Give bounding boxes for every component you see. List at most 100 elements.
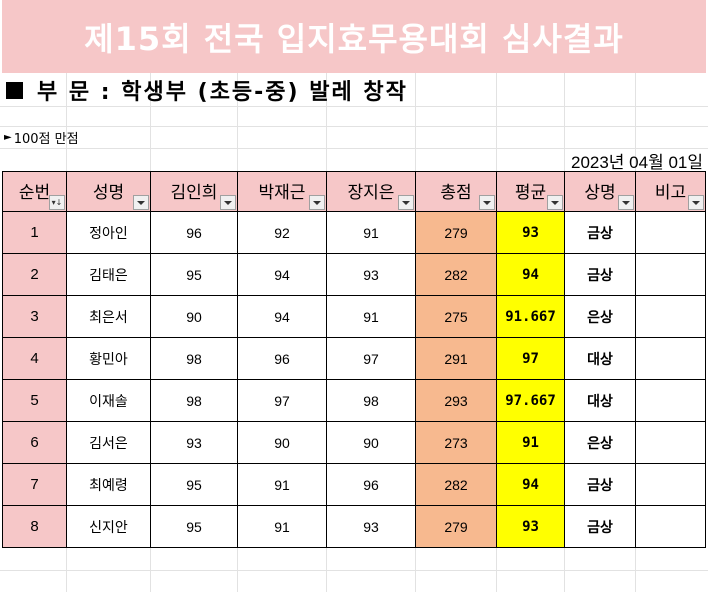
cell-judge2-score[interactable]: 94 xyxy=(237,253,327,296)
date-label: 2023년 04월 01일 xyxy=(570,153,703,172)
cell-award[interactable]: 금상 xyxy=(564,463,636,506)
section-label: 부 문 : 학생부 (초등-중) 발레 창작 xyxy=(37,80,408,105)
note-text: 100점 만점 xyxy=(13,132,79,147)
cell-total[interactable]: 291 xyxy=(415,337,497,380)
cell-seq[interactable]: 4 xyxy=(2,337,67,380)
cell-judge2-score[interactable]: 94 xyxy=(237,295,327,338)
cell-judge1-score[interactable]: 90 xyxy=(150,295,238,338)
cell-seq[interactable]: 8 xyxy=(2,505,67,548)
cell-name[interactable]: 신지안 xyxy=(66,505,151,548)
cell-seq[interactable]: 2 xyxy=(2,253,67,296)
filter-dropdown-icon[interactable] xyxy=(220,195,236,210)
square-bullet-icon xyxy=(6,81,23,99)
cell-average[interactable]: 93 xyxy=(496,505,565,548)
cell-average[interactable]: 94 xyxy=(496,463,565,506)
cell-name[interactable]: 최은서 xyxy=(66,295,151,338)
cell-name[interactable]: 김서은 xyxy=(66,421,151,464)
cell-judge3-score[interactable]: 91 xyxy=(326,211,416,254)
results-table: 순번 ▾↓ 성명 김인희 박재근 장지은 총점 xyxy=(2,171,706,548)
cell-average[interactable]: 91 xyxy=(496,421,565,464)
cell-judge2-score[interactable]: 92 xyxy=(237,211,327,254)
cell-award[interactable]: 금상 xyxy=(564,253,636,296)
cell-total[interactable]: 282 xyxy=(415,253,497,296)
table-row: 8 신지안 95 91 93 279 93 금상 xyxy=(2,505,706,548)
cell-judge2-score[interactable]: 91 xyxy=(237,505,327,548)
column-header-total: 총점 xyxy=(415,171,497,212)
cell-remarks[interactable] xyxy=(635,337,706,380)
cell-remarks[interactable] xyxy=(635,253,706,296)
cell-judge3-score[interactable]: 93 xyxy=(326,253,416,296)
cell-remarks[interactable] xyxy=(635,295,706,338)
filter-dropdown-icon[interactable] xyxy=(688,195,704,210)
cell-name[interactable]: 김태은 xyxy=(66,253,151,296)
header-row: 순번 ▾↓ 성명 김인희 박재근 장지은 총점 xyxy=(2,171,706,212)
table-row: 1 정아인 96 92 91 279 93 금상 xyxy=(2,211,706,254)
section-heading: 부 문 : 학생부 (초등-중) 발레 창작 xyxy=(6,74,408,106)
cell-judge2-score[interactable]: 90 xyxy=(237,421,327,464)
cell-average[interactable]: 91.667 xyxy=(496,295,565,338)
cell-seq[interactable]: 5 xyxy=(2,379,67,422)
cell-name[interactable]: 정아인 xyxy=(66,211,151,254)
cell-seq[interactable]: 1 xyxy=(2,211,67,254)
cell-name[interactable]: 이재솔 xyxy=(66,379,151,422)
cell-award[interactable]: 은상 xyxy=(564,421,636,464)
cell-average[interactable]: 97.667 xyxy=(496,379,565,422)
cell-judge1-score[interactable]: 95 xyxy=(150,253,238,296)
cell-total[interactable]: 273 xyxy=(415,421,497,464)
cell-seq[interactable]: 6 xyxy=(2,421,67,464)
column-header-judge1: 김인희 xyxy=(150,171,238,212)
cell-remarks[interactable] xyxy=(635,211,706,254)
cell-name[interactable]: 황민아 xyxy=(66,337,151,380)
cell-judge3-score[interactable]: 97 xyxy=(326,337,416,380)
column-header-name: 성명 xyxy=(66,171,151,212)
cell-judge3-score[interactable]: 91 xyxy=(326,295,416,338)
cell-judge3-score[interactable]: 96 xyxy=(326,463,416,506)
filter-dropdown-icon[interactable] xyxy=(309,195,325,210)
cell-remarks[interactable] xyxy=(635,505,706,548)
cell-remarks[interactable] xyxy=(635,421,706,464)
cell-judge1-score[interactable]: 93 xyxy=(150,421,238,464)
filter-dropdown-icon[interactable] xyxy=(398,195,414,210)
table-row: 6 김서은 93 90 90 273 91 은상 xyxy=(2,421,706,464)
score-note: ► 100점 만점 xyxy=(4,128,79,147)
cell-seq[interactable]: 3 xyxy=(2,295,67,338)
filter-dropdown-icon[interactable] xyxy=(133,195,149,210)
cell-award[interactable]: 금상 xyxy=(564,505,636,548)
cell-judge1-score[interactable]: 98 xyxy=(150,379,238,422)
cell-judge2-score[interactable]: 97 xyxy=(237,379,327,422)
cell-average[interactable]: 97 xyxy=(496,337,565,380)
cell-judge3-score[interactable]: 90 xyxy=(326,421,416,464)
cell-award[interactable]: 대상 xyxy=(564,379,636,422)
table-row: 3 최은서 90 94 91 275 91.667 은상 xyxy=(2,295,706,338)
cell-judge1-score[interactable]: 96 xyxy=(150,211,238,254)
filter-dropdown-icon[interactable] xyxy=(547,195,563,210)
cell-judge3-score[interactable]: 98 xyxy=(326,379,416,422)
cell-award[interactable]: 대상 xyxy=(564,337,636,380)
column-header-award: 상명 xyxy=(564,171,636,212)
cell-total[interactable]: 293 xyxy=(415,379,497,422)
cell-remarks[interactable] xyxy=(635,379,706,422)
cell-judge1-score[interactable]: 98 xyxy=(150,337,238,380)
cell-remarks[interactable] xyxy=(635,463,706,506)
cell-average[interactable]: 94 xyxy=(496,253,565,296)
cell-average[interactable]: 93 xyxy=(496,211,565,254)
cell-seq[interactable]: 7 xyxy=(2,463,67,506)
table-row: 4 황민아 98 96 97 291 97 대상 xyxy=(2,337,706,380)
filter-dropdown-icon[interactable] xyxy=(618,195,634,210)
cell-judge1-score[interactable]: 95 xyxy=(150,463,238,506)
column-header-average: 평균 xyxy=(496,171,565,212)
cell-judge1-score[interactable]: 95 xyxy=(150,505,238,548)
cell-award[interactable]: 은상 xyxy=(564,295,636,338)
cell-total[interactable]: 279 xyxy=(415,505,497,548)
column-header-seq: 순번 ▾↓ xyxy=(2,171,67,212)
cell-judge2-score[interactable]: 91 xyxy=(237,463,327,506)
cell-judge2-score[interactable]: 96 xyxy=(237,337,327,380)
cell-total[interactable]: 279 xyxy=(415,211,497,254)
cell-name[interactable]: 최예령 xyxy=(66,463,151,506)
filter-dropdown-icon[interactable] xyxy=(479,195,495,210)
cell-total[interactable]: 282 xyxy=(415,463,497,506)
cell-award[interactable]: 금상 xyxy=(564,211,636,254)
cell-judge3-score[interactable]: 93 xyxy=(326,505,416,548)
sort-filter-icon[interactable]: ▾↓ xyxy=(49,195,65,210)
cell-total[interactable]: 275 xyxy=(415,295,497,338)
